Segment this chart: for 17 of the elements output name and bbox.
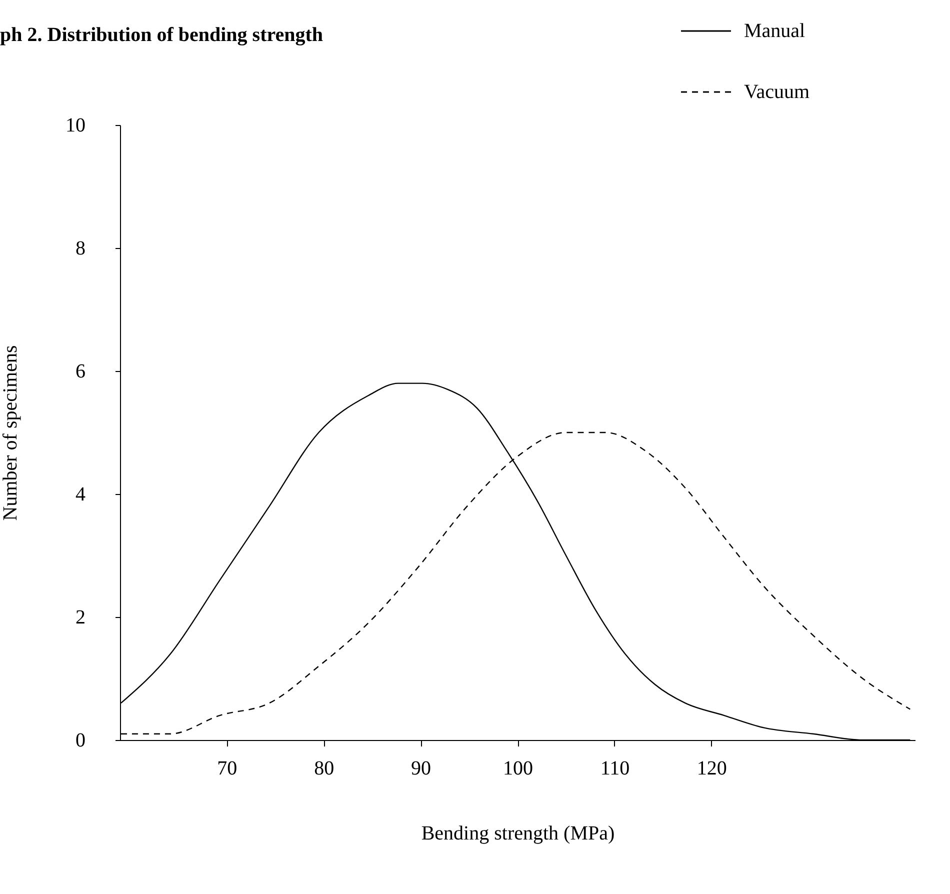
y-axis-title: Number of specimens — [0, 345, 22, 521]
chart-title: ph 2. Distribution of bending strength — [0, 24, 324, 46]
x-tick-label: 70 — [217, 758, 238, 780]
y-tick-label: 6 — [76, 360, 86, 382]
y-tick-label: 0 — [76, 730, 86, 752]
legend-label: Vacuum — [744, 81, 810, 103]
y-tick-label: 10 — [66, 114, 86, 136]
x-tick-label: 100 — [503, 758, 533, 780]
x-tick-label: 110 — [600, 758, 630, 780]
y-tick-label: 2 — [76, 606, 86, 628]
x-tick-label: 90 — [411, 758, 432, 780]
x-axis-title: Bending strength (MPa) — [421, 822, 615, 844]
legend-label: Manual — [744, 20, 806, 42]
x-tick-label: 120 — [696, 758, 727, 780]
y-tick-label: 8 — [76, 238, 86, 260]
y-tick-label: 4 — [76, 484, 86, 506]
x-tick-label: 80 — [314, 758, 334, 780]
